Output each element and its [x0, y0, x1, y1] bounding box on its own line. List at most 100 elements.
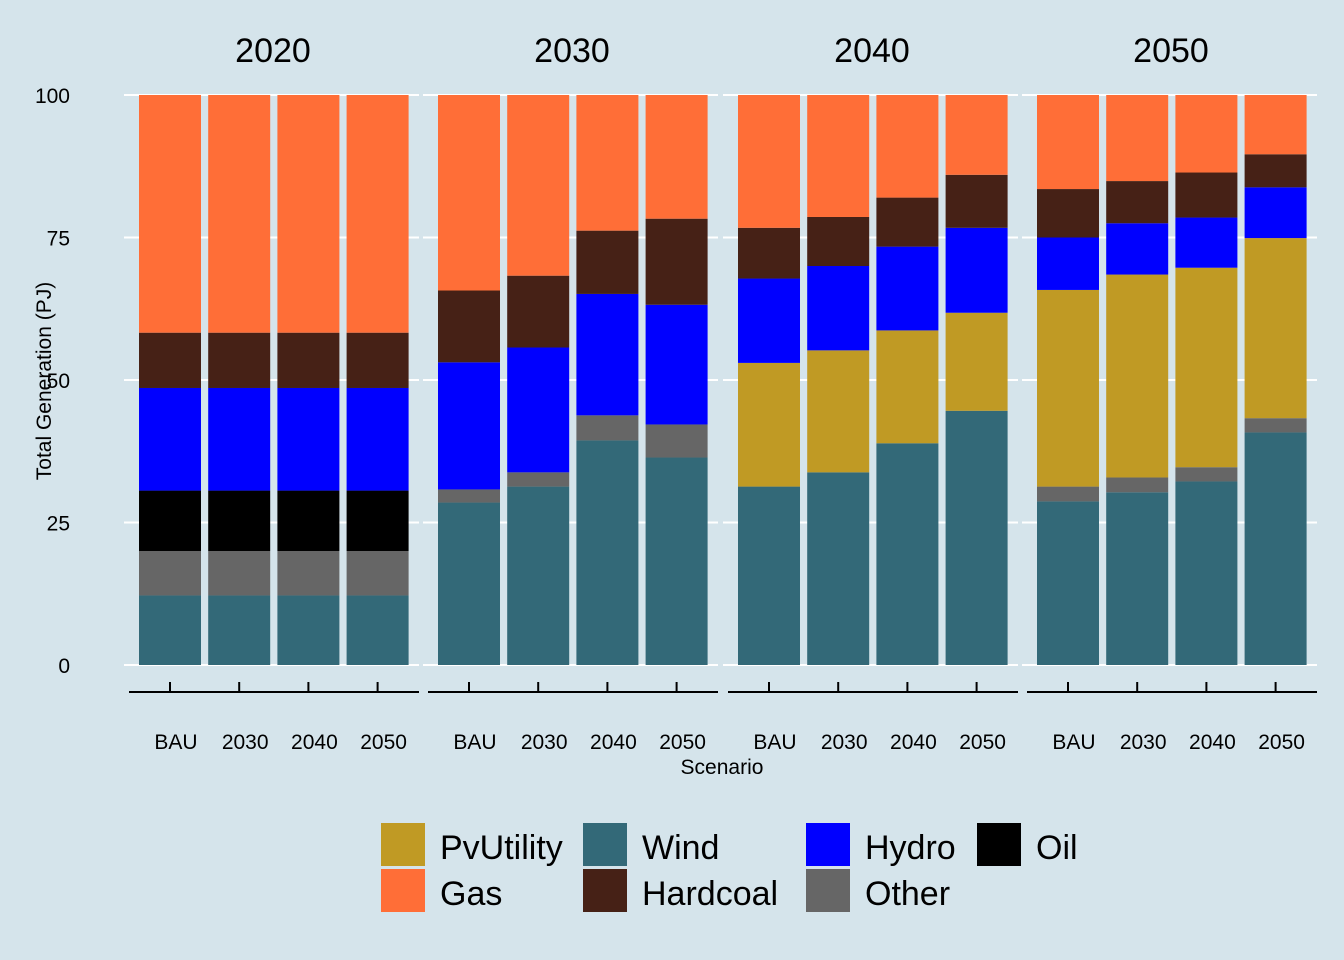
bar-segment-hydro: [876, 246, 939, 331]
legend-label-pvutility: PvUtility: [440, 829, 563, 867]
bar-segment-wind: [277, 595, 340, 665]
x-tick-label: 2030: [521, 731, 568, 754]
legend-swatch-wind: [583, 823, 627, 866]
bar-segment-pvutility: [1106, 274, 1169, 478]
bar-segment-other: [438, 489, 500, 503]
legend-swatch-other: [806, 869, 850, 912]
bar-segment-gas: [208, 95, 271, 333]
legend: PvUtility Gas Wind Hardcoal Hydro Other Oil: [381, 823, 1078, 913]
legend-swatch-hardcoal: [583, 869, 627, 912]
bar-segment-gas: [346, 95, 409, 333]
bar-segment-hardcoal: [576, 230, 639, 294]
x-tick-label: BAU: [453, 731, 496, 754]
labels-layer: Scenario Total Generation (PJ) 0 25 50 75 10…: [33, 32, 1305, 779]
bar-segment-other: [645, 424, 708, 458]
bar-segment-other: [277, 551, 340, 596]
x-tick-label: 2040: [291, 731, 338, 754]
y-axis-label: Total Generation (PJ): [33, 282, 56, 480]
bar-segment-wind: [438, 502, 500, 665]
bar-segment-gas: [1037, 95, 1099, 190]
bar-segment-other: [1175, 467, 1238, 482]
bar-segment-hydro: [507, 347, 570, 473]
x-tick-label: 2030: [1120, 731, 1167, 754]
bar-segment-gas: [738, 95, 800, 228]
bar-segment-hardcoal: [208, 332, 271, 388]
bar-segment-hydro: [1037, 237, 1099, 290]
x-tick-label: 2050: [1258, 731, 1305, 754]
bar-segment-oil: [346, 490, 409, 551]
x-tick-label: 2050: [659, 731, 706, 754]
legend-swatch-hydro: [806, 823, 850, 866]
bar-segment-wind: [807, 472, 870, 665]
x-tick-label: 2030: [222, 731, 269, 754]
legend-label-gas: Gas: [440, 875, 502, 913]
x-tick-label: BAU: [154, 731, 197, 754]
x-tick-label: BAU: [753, 731, 796, 754]
bar-segment-wind: [1037, 501, 1099, 665]
bar-segment-wind: [576, 440, 639, 665]
bar-segment-hydro: [1244, 187, 1307, 239]
bar-segment-gas: [576, 95, 639, 231]
bar-segment-hardcoal: [507, 275, 570, 348]
legend-swatch-oil: [977, 823, 1021, 866]
bar-segment-hydro: [139, 387, 201, 491]
bar-segment-hardcoal: [1244, 154, 1307, 188]
bar-segment-gas: [277, 95, 340, 333]
bar-segment-hydro: [1175, 217, 1238, 268]
bar-segment-wind: [945, 410, 1008, 665]
bar-segment-other: [1037, 486, 1099, 502]
bar-segment-hydro: [438, 362, 500, 490]
x-tick-label: 2050: [959, 731, 1006, 754]
x-tick-label: BAU: [1052, 731, 1095, 754]
facet-label: 2020: [235, 32, 311, 70]
bar-segment-hydro: [1106, 223, 1169, 275]
bar-segment-gas: [1106, 95, 1169, 182]
y-tick-label: 75: [47, 228, 70, 251]
bar-segment-hardcoal: [346, 332, 409, 388]
bar-segment-other: [576, 415, 639, 441]
x-tick-label: 2040: [590, 731, 637, 754]
y-tick-label: 100: [35, 85, 70, 108]
legend-label-hardcoal: Hardcoal: [642, 875, 778, 913]
bar-segment-other: [346, 551, 409, 596]
bar-segment-gas: [945, 95, 1008, 175]
bar-segment-wind: [1106, 492, 1169, 665]
y-tick-label: 25: [47, 513, 70, 536]
bar-segment-hardcoal: [807, 216, 870, 266]
bar-segment-wind: [738, 486, 800, 665]
bar-segment-other: [507, 472, 570, 487]
bar-segment-hydro: [346, 387, 409, 491]
bar-segment-hardcoal: [738, 227, 800, 279]
legend-label-other: Other: [865, 875, 950, 913]
x-axis-label: Scenario: [681, 756, 764, 779]
bar-segment-hydro: [277, 387, 340, 491]
bar-segment-wind: [1175, 481, 1238, 665]
bar-segment-gas: [807, 95, 870, 217]
bar-segment-hardcoal: [876, 197, 939, 247]
x-tick-label: 2040: [890, 731, 937, 754]
bar-segment-pvutility: [876, 330, 939, 444]
bar-segment-other: [1106, 477, 1169, 493]
facet-label: 2050: [1133, 32, 1209, 70]
bar-segment-other: [1244, 418, 1307, 433]
bar-segment-other: [208, 551, 271, 596]
facet-label: 2030: [534, 32, 610, 70]
x-tick-label: 2040: [1189, 731, 1236, 754]
bar-segment-gas: [876, 95, 939, 198]
bar-segment-hydro: [945, 227, 1008, 313]
bar-segment-hardcoal: [1106, 181, 1169, 224]
legend-label-hydro: Hydro: [865, 829, 956, 867]
x-tick-label: 2050: [360, 731, 407, 754]
bar-segment-hydro: [645, 304, 708, 425]
bar-segment-gas: [645, 95, 708, 219]
bar-segment-wind: [876, 443, 939, 665]
bar-segment-pvutility: [1037, 289, 1099, 487]
axis-layer: [129, 682, 1317, 693]
bar-segment-gas: [139, 95, 201, 333]
bar-segment-hardcoal: [945, 174, 1008, 228]
bar-segment-pvutility: [807, 350, 870, 473]
x-tick-label: 2030: [821, 731, 868, 754]
bar-segment-wind: [346, 595, 409, 665]
legend-swatch-pvutility: [381, 823, 425, 866]
